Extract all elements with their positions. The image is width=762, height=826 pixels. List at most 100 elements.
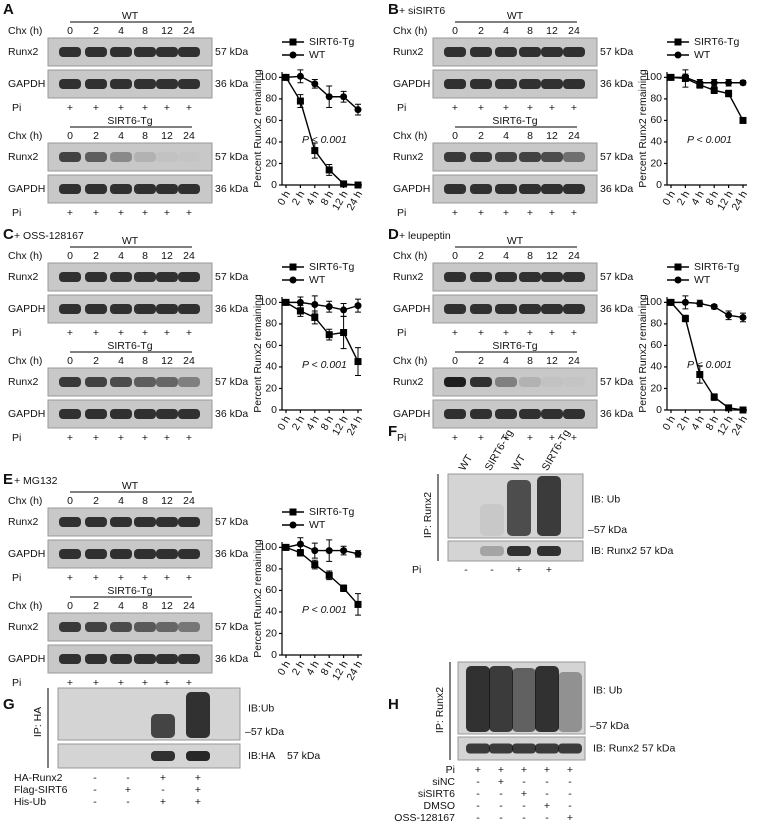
band: [495, 272, 517, 282]
pi-sign: +: [142, 572, 148, 584]
pi-sign: +: [571, 432, 577, 444]
y-tick-label: 80: [650, 318, 662, 330]
kda-label: 57 kDa: [215, 516, 248, 528]
band: [134, 304, 156, 314]
band: [59, 152, 81, 162]
band: [110, 517, 132, 527]
chx-label: Chx (h): [393, 130, 427, 142]
band: [85, 654, 107, 664]
marker: [696, 370, 704, 378]
pi-sign: +: [142, 207, 148, 219]
y-axis-label: Percent Runx2 remaining: [252, 69, 264, 188]
y-axis-label: Percent Runx2 remaining: [637, 294, 649, 413]
pi-sign: +: [478, 327, 484, 339]
time-label: 8: [142, 355, 148, 367]
marker: [354, 302, 362, 310]
row-label: GAPDH: [8, 653, 45, 665]
band: [85, 272, 107, 282]
marker: [354, 106, 362, 114]
panel-letter: B: [388, 1, 399, 18]
pi-label: Pi: [12, 432, 21, 444]
pi-sign: +: [549, 432, 555, 444]
pi-sign: +: [452, 432, 458, 444]
y-tick-label: 60: [265, 584, 277, 596]
band: [495, 304, 517, 314]
chx-label: Chx (h): [8, 130, 42, 142]
marker: [340, 329, 348, 337]
band: [134, 654, 156, 664]
y-tick-label: 40: [650, 136, 662, 148]
band: [85, 377, 107, 387]
panel-letter: H: [388, 696, 399, 713]
pi-label: Pi: [397, 327, 406, 339]
pi-label: Pi: [12, 677, 21, 689]
kda-label: 36 kDa: [600, 303, 633, 315]
legend-marker: [674, 276, 682, 284]
band: [85, 79, 107, 89]
row-label: Runx2: [8, 46, 39, 58]
band: [563, 409, 585, 419]
band: [507, 546, 531, 556]
pi-sign: +: [452, 207, 458, 219]
band: [178, 409, 200, 419]
band: [59, 409, 81, 419]
band: [470, 304, 492, 314]
marker: [710, 86, 718, 94]
band: [59, 517, 81, 527]
marker: [282, 543, 290, 551]
condition-label: siNC: [432, 776, 455, 788]
marker: [739, 313, 747, 321]
band: [470, 272, 492, 282]
marker: [325, 166, 333, 174]
pi-sign: +: [118, 432, 124, 444]
row-label: GAPDH: [8, 408, 45, 420]
treatment-label: + siSIRT6: [399, 5, 445, 17]
pi-sign: +: [67, 572, 73, 584]
marker: [354, 600, 362, 608]
y-tick-label: 60: [650, 114, 662, 126]
x-tick-label: 4 h: [304, 659, 322, 678]
row-label: Runx2: [393, 151, 424, 163]
blot: [57, 743, 241, 769]
kda-label: 36 kDa: [600, 183, 633, 195]
pi-label: Pi: [397, 207, 406, 219]
pi-sign: +: [118, 677, 124, 689]
series-line: [285, 546, 359, 605]
y-tick-label: 80: [265, 318, 277, 330]
time-label: 2: [93, 25, 99, 37]
series-line: [285, 301, 359, 362]
y-tick-label: 20: [265, 627, 277, 639]
pi-sign: +: [164, 207, 170, 219]
band: [85, 549, 107, 559]
pi-sign: +: [503, 432, 509, 444]
kda-label: 36 kDa: [215, 548, 248, 560]
condition-sign: -: [476, 812, 480, 824]
time-label: 12: [546, 250, 558, 262]
ip-label: IP: HA: [32, 707, 44, 737]
marker: [340, 547, 348, 555]
pi-sign: +: [93, 327, 99, 339]
band: [470, 79, 492, 89]
condition-sign: -: [522, 812, 526, 824]
time-label: 4: [118, 25, 124, 37]
pi-sign: +: [527, 432, 533, 444]
marker: [296, 307, 304, 315]
legend-label: WT: [309, 49, 326, 61]
time-label: 12: [161, 25, 173, 37]
marker: [739, 406, 747, 414]
row-label: Runx2: [8, 376, 39, 388]
row-label: GAPDH: [393, 408, 430, 420]
band: [480, 546, 504, 556]
band: [110, 79, 132, 89]
group-title: SIRT6-Tg: [492, 340, 537, 352]
band: [59, 184, 81, 194]
x-tick-label: 24 h: [344, 189, 365, 213]
marker: [681, 315, 689, 323]
pi-sign: +: [186, 102, 192, 114]
condition-label: siSIRT6: [418, 788, 455, 800]
band: [541, 272, 563, 282]
band: [519, 47, 541, 57]
band: [563, 377, 585, 387]
y-tick-label: 80: [265, 93, 277, 105]
marker: [696, 299, 704, 307]
